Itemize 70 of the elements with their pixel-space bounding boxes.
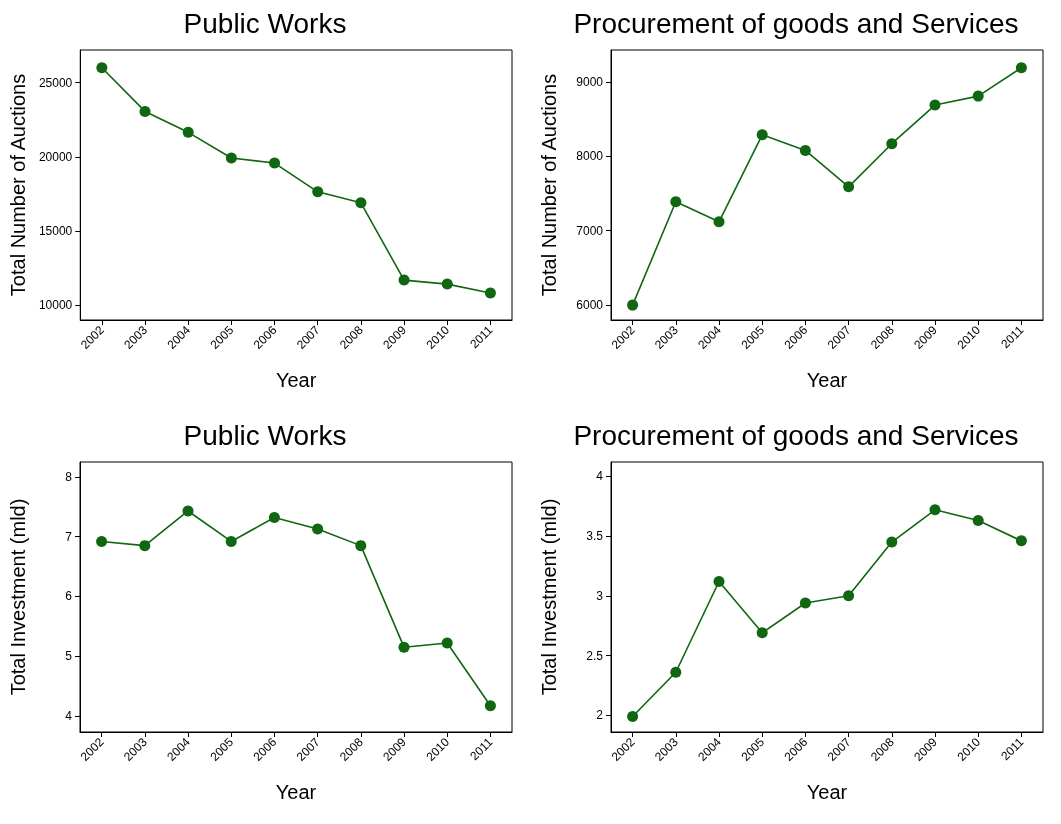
point (713, 575, 725, 587)
point (484, 287, 496, 299)
point (225, 535, 237, 547)
y-axis-title: Total Number of Auctions (7, 73, 29, 297)
point (670, 666, 682, 678)
point (312, 523, 324, 535)
y-tick-label: 8 (65, 469, 73, 484)
x-axis-title: Year (806, 781, 848, 803)
y-tick-label: 25000 (38, 75, 73, 90)
point (182, 126, 194, 138)
y-tick-label: 3 (596, 588, 604, 603)
y-tick-label: 7000 (576, 223, 604, 238)
x-axis-title: Year (275, 369, 317, 391)
point (799, 144, 811, 156)
y-tick-label: 10000 (38, 298, 73, 313)
point (972, 90, 984, 102)
y-tick-label: 3.5 (586, 529, 604, 544)
y-tick-label: 4 (596, 469, 604, 484)
point (886, 536, 898, 548)
chart-title: Public Works (183, 419, 347, 451)
y-tick-label: 9000 (576, 74, 604, 89)
y-tick-label: 15000 (38, 223, 73, 238)
y-tick-label: 5 (65, 649, 73, 664)
point (627, 299, 639, 311)
point (355, 540, 367, 552)
y-axis-title: Total Investment (mld) (7, 498, 29, 696)
point (1015, 62, 1027, 74)
point (843, 590, 855, 602)
point (843, 181, 855, 193)
point (929, 99, 941, 111)
x-axis-title: Year (275, 781, 317, 803)
chart-title: Procurement of goods and Services (573, 419, 1019, 451)
point (398, 641, 410, 653)
x-axis-title: Year (806, 369, 848, 391)
point (312, 186, 324, 198)
y-tick-label: 6 (65, 589, 73, 604)
point (182, 505, 194, 517)
y-tick-label: 2.5 (586, 648, 604, 663)
point (756, 627, 768, 639)
y-axis-title: Total Investment (mld) (538, 498, 560, 696)
point (96, 535, 108, 547)
point (670, 196, 682, 208)
point (355, 197, 367, 209)
y-axis-title: Total Number of Auctions (538, 73, 560, 297)
point (441, 278, 453, 290)
point (139, 105, 151, 117)
point (139, 540, 151, 552)
point (1015, 535, 1027, 547)
y-tick-label: 8000 (576, 149, 604, 164)
point (441, 637, 453, 649)
point (972, 515, 984, 527)
y-tick-label: 2 (596, 708, 604, 723)
point (929, 504, 941, 516)
point (886, 138, 898, 150)
point (398, 274, 410, 286)
chart-title: Public Works (183, 7, 347, 39)
point (627, 710, 639, 722)
point (268, 512, 280, 524)
point (713, 216, 725, 228)
point (225, 152, 237, 164)
point (96, 62, 108, 74)
y-tick-label: 20000 (38, 149, 73, 164)
point (799, 597, 811, 609)
point (269, 157, 281, 169)
y-tick-label: 7 (65, 529, 73, 544)
point (756, 129, 768, 141)
chart-title: Procurement of goods and Services (573, 7, 1019, 39)
y-tick-label: 6000 (576, 298, 604, 313)
point (484, 700, 496, 712)
y-tick-label: 4 (65, 708, 73, 723)
